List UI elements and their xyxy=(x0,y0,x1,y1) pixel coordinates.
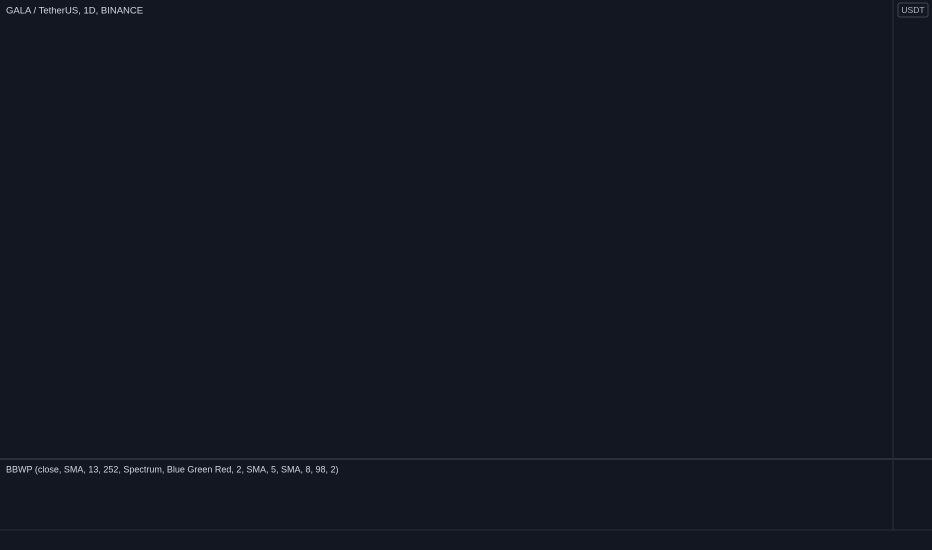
symbol-title: GALA / TetherUS, 1D, BINANCE xyxy=(6,6,143,17)
currency: USDT xyxy=(901,5,924,15)
indicator-title: BBWP (close, SMA, 13, 252, Spectrum, Blu… xyxy=(6,464,338,474)
currency-badge[interactable] xyxy=(897,2,929,18)
